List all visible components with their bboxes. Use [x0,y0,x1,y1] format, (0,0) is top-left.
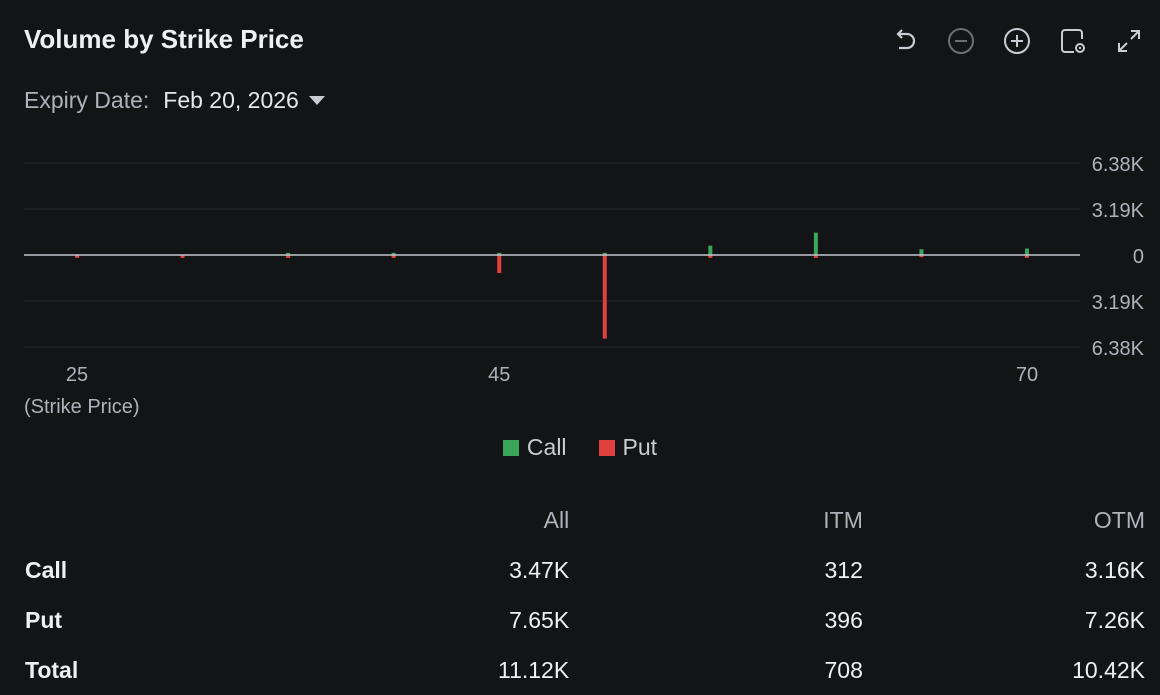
chart-legend: Call Put [0,434,1160,461]
screenshot-settings-icon [1061,29,1085,53]
put-bar [497,255,502,274]
y-tick-label: 0 [1133,246,1144,268]
y-tick-label: 3.19K [1092,200,1145,222]
header-otm: OTM [1093,506,1145,533]
header-blank [24,495,175,545]
call-bar [286,252,291,255]
call-bar [391,252,396,255]
call-bar [1025,248,1029,255]
row-label: Call [25,556,68,583]
chart-toolbar [888,24,1146,58]
table-row-put: Put 7.65K 396 7.26K [24,595,1146,645]
call-swatch [502,439,519,456]
row-label: Put [25,606,63,633]
put-swatch [598,439,615,456]
put-bar [286,255,291,258]
cell-all: 7.65K [509,606,570,633]
expiry-label: Expiry Date: [24,87,150,113]
expiry-selector: Expiry Date: Feb 20, 2026 [24,87,325,114]
put-bar [75,255,79,258]
screenshot-settings-button[interactable] [1056,24,1090,58]
table-header-row: All ITM OTM [24,495,1146,545]
expand-icon [1118,30,1140,52]
header-itm: ITM [823,506,863,533]
header-all: All [543,506,570,533]
y-tick-label: 6.38K [1092,154,1145,176]
put-bar [602,255,607,339]
put-bar [180,255,185,258]
cell-all: 11.12K [497,656,570,683]
fullscreen-button[interactable] [1112,24,1146,58]
legend-put-label: Put [622,434,658,460]
legend-call-label: Call [526,434,567,460]
zoom-out-icon [948,28,974,54]
put-bar [813,255,818,258]
zoom-in-icon [1004,28,1030,54]
x-tick-label: 70 [1016,364,1038,386]
undo-icon [896,29,916,50]
call-bar [602,252,607,255]
undo-button[interactable] [888,24,922,58]
legend-item-call[interactable]: Call [502,434,567,461]
cell-otm: 7.26K [1084,606,1145,633]
volume-summary-table: All ITM OTM Call 3.47K 312 3.16K Put 7.6… [24,495,1146,695]
y-tick-label: 3.19K [1092,292,1145,314]
cell-itm: 396 [824,606,863,633]
put-bar [708,255,713,258]
put-bar [1025,255,1029,258]
table-row-total: Total 11.12K 708 10.42K [24,645,1146,695]
y-tick-label: 6.38K [1092,338,1145,360]
put-bar [919,255,924,258]
zoom-in-button[interactable] [1000,24,1034,58]
call-bar [919,249,924,255]
zoom-out-button[interactable] [944,24,978,58]
x-tick-label: 25 [66,364,88,386]
x-axis-label: (Strike Price) [24,396,140,418]
put-bar [391,255,396,258]
call-bar [497,252,502,255]
cell-otm: 10.42K [1072,656,1145,683]
row-label: Total [25,656,79,683]
call-bar [708,245,713,255]
cell-itm: 312 [824,556,863,583]
expiry-dropdown[interactable]: Feb 20, 2026 [163,87,325,114]
cell-otm: 3.16K [1084,556,1145,583]
expiry-value: Feb 20, 2026 [163,87,299,113]
cell-itm: 708 [824,656,863,683]
table-row-call: Call 3.47K 312 3.16K [24,545,1146,595]
x-tick-label: 45 [488,364,510,386]
volume-bar-chart: 6.38K 3.19K 0 3.19K 6.38K 25 45 70 (Strike Price… [24,154,1145,418]
legend-item-put[interactable]: Put [598,434,658,461]
cell-all: 3.47K [509,556,570,583]
caret-down-icon [308,96,325,105]
call-bar [813,232,818,255]
chart-title: Volume by Strike Price [24,24,304,54]
